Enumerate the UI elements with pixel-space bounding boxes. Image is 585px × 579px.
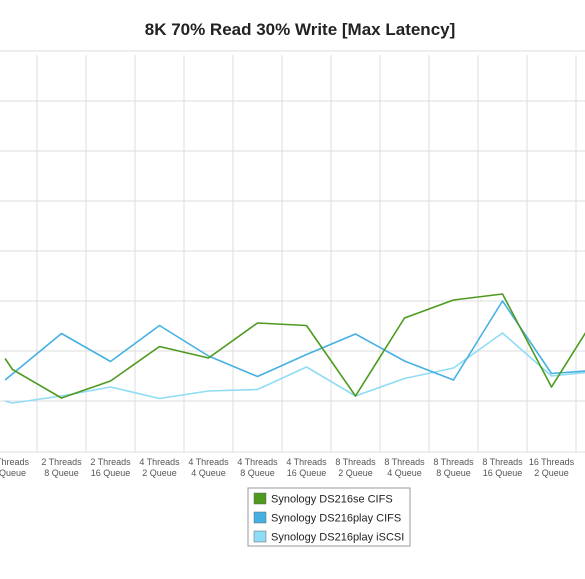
series-line	[4, 332, 585, 404]
legend-label: Synology DS216play iSCSI	[271, 532, 404, 544]
chart-grid	[0, 50, 585, 453]
series-line	[4, 300, 585, 381]
legend-label: Synology DS216play CIFS	[271, 513, 401, 525]
x-tick-label: 8 Threads	[384, 457, 425, 467]
legend-swatch	[253, 530, 267, 543]
legend-frame	[247, 487, 411, 547]
chart-title: 8K 70% Read 30% Write [Max Latency]	[145, 20, 456, 39]
x-tick-label: Threads	[0, 457, 30, 467]
x-tick-label: 8 Queue	[44, 468, 79, 478]
x-tick-label: 8 Queue	[436, 468, 471, 478]
legend-swatch	[253, 511, 267, 524]
x-tick-label: 4 Threads	[188, 457, 229, 467]
chart-series	[4, 293, 585, 404]
x-tick-label: 2 Queue	[338, 468, 373, 478]
x-tick-label: 4 Threads	[139, 457, 180, 467]
x-tick-label: 4 Threads	[286, 457, 327, 467]
x-tick-label: 4 Queue	[387, 468, 422, 478]
x-tick-label: 8 Threads	[335, 457, 376, 467]
x-tick-label: Queue	[0, 468, 26, 478]
x-tick-label: 8 Threads	[482, 457, 523, 467]
series-line	[4, 293, 585, 399]
x-tick-label: 8 Queue	[240, 468, 275, 478]
x-tick-label: 16 Threads	[529, 457, 575, 467]
x-tick-label: 2 Threads	[41, 457, 82, 467]
x-tick-label: 4 Threads	[237, 457, 278, 467]
x-tick-label: 16 Queue	[483, 468, 523, 478]
x-tick-label: 2 Queue	[534, 468, 569, 478]
x-tick-label: 4 Queue	[191, 468, 226, 478]
legend-label: Synology DS216se CIFS	[271, 494, 393, 506]
x-tick-label: 16 Queue	[287, 468, 327, 478]
legend-swatch	[253, 492, 267, 505]
x-tick-label: 8 Threads	[433, 457, 474, 467]
x-tick-label: 2 Queue	[142, 468, 177, 478]
x-tick-label: 2 Threads	[90, 457, 131, 467]
chart-legend: Synology DS216se CIFS Synology DS216play …	[247, 487, 411, 547]
x-tick-label: 16 Queue	[91, 468, 131, 478]
